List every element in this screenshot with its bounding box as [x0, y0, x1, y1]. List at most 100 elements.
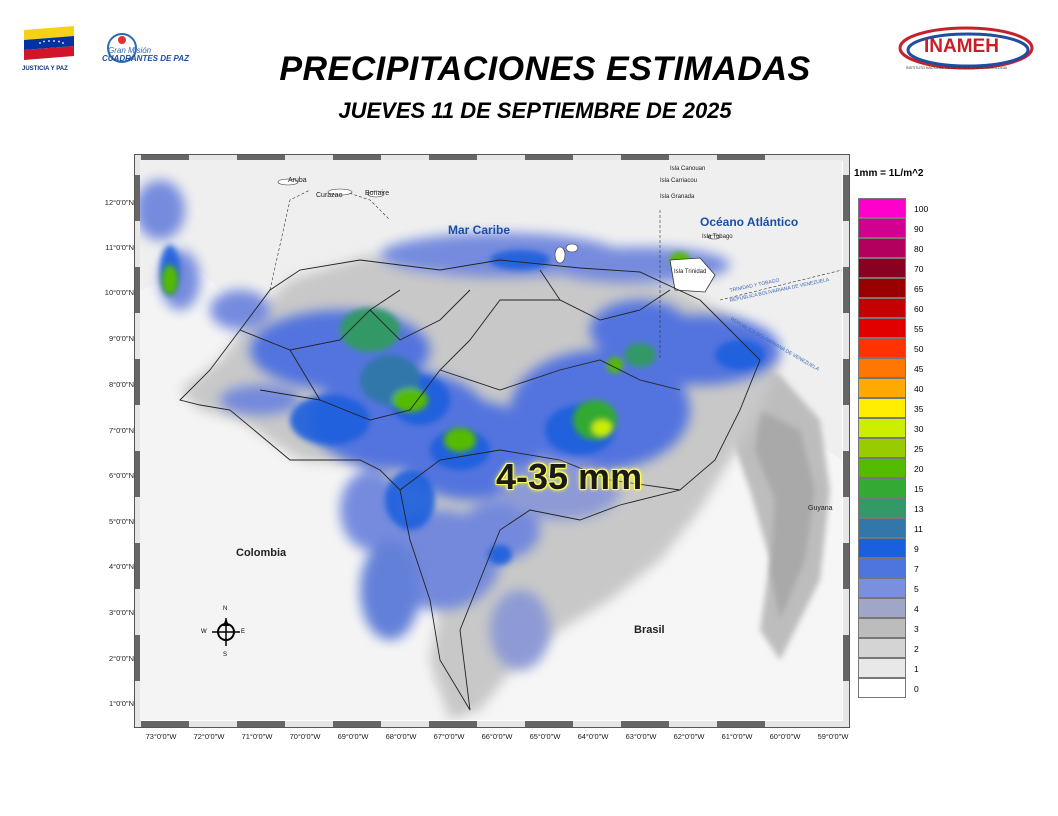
label-trinidad: Isla Trinidad [674, 269, 706, 275]
label-oceano: Océano Atlántico [700, 215, 798, 229]
legend-label: 9 [914, 544, 919, 554]
legend-swatch [858, 338, 906, 358]
legend-swatch [858, 658, 906, 678]
lon-label: 65°0'0"W [529, 732, 561, 741]
legend-swatch [858, 518, 906, 538]
legend-swatch [858, 438, 906, 458]
program-line2: CUADRANTES DE PAZ [102, 54, 189, 63]
compass-n: N [223, 606, 228, 612]
legend-label: 90 [914, 224, 924, 234]
lat-label: 3°0'0"N [108, 608, 134, 617]
precipitation-map: Aruba Curazao Bonaire Mar Caribe Océano … [140, 160, 842, 720]
lon-label: 69°0'0"W [337, 732, 369, 741]
gov-logos: JUSTICIA Y PAZ Gran Misión CUADRANTES DE… [22, 26, 202, 86]
legend-swatch [858, 418, 906, 438]
lon-label: 68°0'0"W [385, 732, 417, 741]
legend-swatch [858, 598, 906, 618]
compass-e: E [241, 629, 246, 635]
lat-label: 9°0'0"N [108, 334, 134, 343]
legend-swatch [858, 498, 906, 518]
label-carriacou: Isla Carriacou [660, 178, 697, 184]
lat-label: 5°0'0"N [108, 517, 134, 526]
legend-swatch [858, 678, 906, 698]
legend-swatch [858, 398, 906, 418]
legend-label: 35 [914, 404, 924, 414]
legend-label: 25 [914, 444, 924, 454]
venezuela-flag-icon [24, 26, 137, 63]
page-subtitle: JUEVES 11 DE SEPTIEMBRE DE 2025 [338, 98, 732, 123]
legend-swatch [858, 318, 906, 338]
label-curazao: Curazao [316, 192, 343, 199]
lat-label: 11°0'0"N [105, 243, 134, 252]
legend-unit: 1mm = 1L/m^2 [854, 168, 924, 179]
legend-label: 0 [914, 684, 919, 694]
legend-label: 70 [914, 264, 924, 274]
legend-label: 55 [914, 324, 924, 334]
label-canouan: Isla Canouan [670, 166, 705, 172]
legend-label: 50 [914, 344, 924, 354]
label-brasil: Brasil [634, 624, 665, 636]
label-colombia: Colombia [236, 547, 287, 559]
lon-label: 67°0'0"W [433, 732, 465, 741]
legend-swatch [858, 578, 906, 598]
legend-label: 40 [914, 384, 924, 394]
legend-label: 11 [914, 524, 923, 534]
lon-label: 72°0'0"W [193, 732, 225, 741]
page-title: PRECIPITACIONES ESTIMADAS [279, 50, 811, 88]
legend-swatch [858, 278, 906, 298]
legend-label: 15 [914, 484, 924, 494]
compass-w: W [201, 629, 207, 635]
legend-swatch [858, 218, 906, 238]
label-tobago: Isla Tobago [702, 234, 733, 240]
legend-swatch [858, 298, 906, 318]
precipitation-map-svg: Aruba Curazao Bonaire Mar Caribe Océano … [140, 160, 842, 720]
inameh-caption: INSTITUTO NACIONAL DE METEOROLOGÍA E HID… [906, 66, 1008, 70]
inameh-logo: INAMEH INSTITUTO NACIONAL DE METEOROLOGÍ… [898, 24, 1038, 80]
legend-label: 4 [914, 604, 919, 614]
label-bonaire: Bonaire [365, 190, 389, 197]
legend-label: 7 [914, 564, 919, 574]
legend-swatch [858, 358, 906, 378]
label-aruba: Aruba [288, 177, 307, 184]
legend-label: 100 [914, 204, 929, 214]
lat-label: 10°0'0"N [104, 288, 134, 297]
lat-label: 6°0'0"N [108, 471, 134, 480]
legend-label: 5 [914, 584, 919, 594]
inameh-swoosh-icon [898, 26, 1034, 70]
legend-label: 65 [914, 284, 924, 294]
lat-label: 7°0'0"N [108, 426, 134, 435]
legend-label: 45 [914, 364, 924, 374]
inameh-text: INAMEH [924, 36, 999, 57]
legend-swatch [858, 258, 906, 278]
lon-label: 70°0'0"W [289, 732, 321, 741]
lon-label: 71°0'0"W [241, 732, 273, 741]
lon-label: 64°0'0"W [577, 732, 609, 741]
lon-label: 62°0'0"W [673, 732, 705, 741]
legend-swatch [858, 238, 906, 258]
legend-label: 1 [914, 664, 919, 674]
frame-ticks [135, 155, 849, 727]
lon-label: 60°0'0"W [769, 732, 801, 741]
rainfall-range-annotation: 4-35 mm [496, 456, 643, 497]
program-line1: Gran Misión [108, 46, 152, 55]
legend-swatch [858, 558, 906, 578]
lon-label: 61°0'0"W [721, 732, 753, 741]
lon-label: 73°0'0"W [145, 732, 177, 741]
compass-rose-icon: N S E W [201, 606, 248, 666]
compass-s: S [223, 652, 228, 658]
legend-label: 13 [914, 504, 924, 514]
lat-label: 2°0'0"N [108, 654, 134, 663]
lon-label: 63°0'0"W [625, 732, 657, 741]
legend-swatch [858, 638, 906, 658]
lat-label: 8°0'0"N [108, 380, 134, 389]
lon-label: 59°0'0"W [817, 732, 849, 741]
legend-label: 80 [914, 244, 924, 254]
legend-label: 60 [914, 304, 924, 314]
legend-label: 3 [914, 624, 919, 634]
legend-swatch [858, 538, 906, 558]
lon-label: 66°0'0"W [481, 732, 513, 741]
flag-caption: JUSTICIA Y PAZ [22, 66, 68, 72]
label-granada: Isla Granada [660, 194, 695, 200]
lat-label: 12°0'0"N [104, 198, 134, 207]
legend-label: 2 [914, 644, 919, 654]
